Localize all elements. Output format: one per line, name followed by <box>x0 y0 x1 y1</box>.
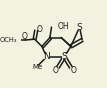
Text: OH: OH <box>57 22 69 31</box>
Text: S: S <box>77 23 82 32</box>
Text: O: O <box>53 66 58 75</box>
Text: O: O <box>70 66 76 75</box>
FancyBboxPatch shape <box>77 25 82 30</box>
Text: Me: Me <box>33 64 43 70</box>
Text: OCH₃: OCH₃ <box>0 37 17 43</box>
Text: O: O <box>36 25 42 34</box>
FancyBboxPatch shape <box>44 54 50 59</box>
FancyBboxPatch shape <box>62 54 67 59</box>
Text: O: O <box>22 32 28 41</box>
Text: N: N <box>43 52 50 61</box>
Text: S: S <box>62 52 67 61</box>
